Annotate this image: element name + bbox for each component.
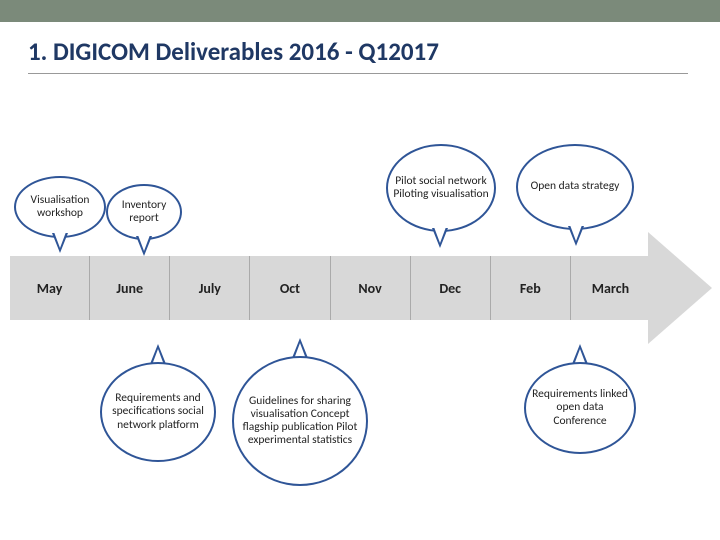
month-oct: Oct: [249, 256, 329, 320]
tail-icon: [52, 233, 68, 253]
tail-icon: [150, 344, 166, 364]
arrow-head-icon: [648, 232, 712, 344]
month-feb: Feb: [490, 256, 570, 320]
bubble-pilot-social-network: Pilot social network Piloting visualisat…: [386, 144, 496, 232]
month-may: May: [10, 256, 89, 320]
bubble-requirements-linked: Requirements linked open data Conference: [524, 362, 636, 454]
bubble-visualisation-workshop: Visualisation workshop: [14, 176, 106, 238]
page-title: 1. DIGICOM Deliverables 2016 - Q12017: [28, 36, 688, 74]
tail-icon: [432, 228, 448, 248]
tail-icon: [572, 344, 588, 364]
month-dec: Dec: [410, 256, 490, 320]
month-march: March: [570, 256, 650, 320]
tail-icon: [136, 236, 152, 256]
tail-icon: [568, 226, 584, 246]
month-june: June: [89, 256, 169, 320]
timeline-arrow: May June July Oct Nov Dec Feb March: [10, 256, 650, 320]
bubble-requirements-platform: Requirements and specifications social n…: [100, 362, 216, 462]
header-bar: [0, 0, 720, 22]
bubble-open-data-strategy: Open data strategy: [516, 144, 634, 230]
bubble-inventory-report: Inventory report: [106, 184, 182, 240]
tail-icon: [292, 338, 308, 358]
bubble-guidelines-sharing: Guidelines for sharing visualisation Con…: [232, 356, 368, 486]
month-nov: Nov: [330, 256, 410, 320]
month-july: July: [169, 256, 249, 320]
